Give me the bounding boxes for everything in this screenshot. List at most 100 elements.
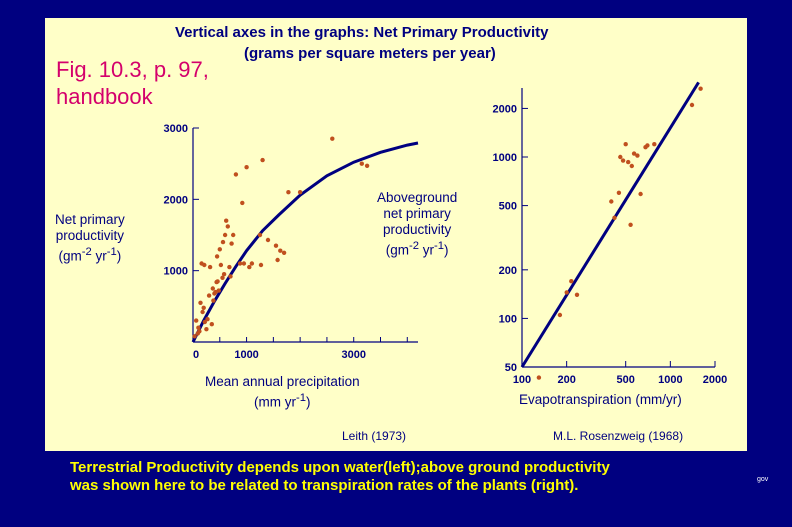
right-x-axis-label: Evapotranspiration (mm/yr)	[519, 392, 682, 407]
left-x-tick-label: 1000	[234, 349, 258, 361]
right-y-tick-label: 1000	[493, 152, 517, 164]
left-data-point	[216, 288, 221, 293]
left-data-point	[210, 286, 215, 291]
right-data-point	[569, 279, 574, 284]
left-y-tick-label: 1000	[164, 266, 188, 278]
left-data-point	[228, 274, 233, 279]
right-y-axis-label-line-3: productivity	[383, 222, 452, 237]
right-data-point	[616, 190, 622, 195]
left-data-point	[241, 261, 247, 266]
left-data-point	[206, 293, 212, 298]
left-data-point	[217, 247, 222, 252]
right-x-tick-label: 200	[557, 374, 575, 386]
right-data-point	[618, 154, 623, 160]
right-data-point	[638, 191, 643, 197]
left-y-tick-label: 2000	[164, 194, 188, 206]
caption: Terrestrial Productivity depends upon wa…	[70, 459, 610, 495]
left-data-point	[240, 200, 245, 206]
right-y-tick-label: 500	[499, 201, 517, 213]
left-data-point	[233, 172, 239, 177]
right-data-point	[620, 158, 626, 163]
left-data-point	[249, 261, 255, 266]
right-y-axis-label-line-2: net primary	[383, 206, 451, 221]
right-fit-line	[520, 81, 700, 368]
left-trend-curve	[191, 141, 419, 343]
left-chart-source: Leith (1973)	[342, 429, 407, 443]
left-data-point	[214, 254, 220, 259]
left-x-tick-label: 3000	[341, 349, 365, 361]
left-data-point	[221, 272, 227, 277]
caption-line-2: was shown here to be related to transpir…	[70, 477, 579, 494]
corner-mark: gov	[757, 476, 769, 483]
left-data-point	[224, 218, 229, 223]
left-data-point	[218, 262, 224, 268]
left-data-point	[225, 224, 230, 229]
left-data-point	[211, 298, 216, 303]
right-data-point	[635, 153, 640, 158]
figure-panel: Vertical axes in the graphs: Net Primary…	[45, 18, 747, 451]
left-data-point	[192, 334, 197, 339]
left-data-point	[229, 241, 234, 246]
left-data-point	[231, 232, 236, 238]
right-data-point	[652, 142, 657, 147]
right-x-tick-label: 1000	[658, 374, 682, 386]
left-data-point	[359, 161, 364, 166]
left-data-point	[257, 232, 263, 238]
right-y-axis-label: Aboveground net primary productivity (gm…	[377, 190, 457, 259]
left-data-point	[227, 264, 232, 270]
right-data-point	[623, 142, 628, 147]
left-data-point	[204, 327, 209, 332]
left-data-point	[205, 317, 210, 322]
left-data-point	[202, 262, 207, 268]
right-x-tick-label: 500	[617, 374, 635, 386]
left-data-point	[201, 305, 206, 310]
right-data-point	[612, 215, 617, 220]
left-data-point	[237, 261, 243, 266]
left-data-point	[209, 322, 214, 327]
left-y-axis-unit: (gm-2 yr-1)	[58, 246, 122, 264]
left-data-point	[258, 262, 264, 268]
left-data-point	[275, 257, 280, 263]
left-data-point	[330, 136, 335, 141]
header-line-2: (grams per square meters per year)	[244, 45, 496, 62]
figure-reference-line-1: Fig. 10.3, p. 97,	[56, 57, 209, 82]
right-data-point	[698, 86, 703, 91]
right-data-point	[557, 312, 563, 318]
right-y-axis-unit: (gm-2 yr-1)	[385, 240, 449, 258]
left-data-point	[220, 239, 226, 245]
right-chart-source: M.L. Rosenzweig (1968)	[553, 429, 684, 443]
right-x-tick-label: 100	[513, 374, 531, 386]
right-y-tick-label: 100	[499, 313, 517, 325]
left-data-point	[281, 250, 287, 255]
right-data-point	[631, 151, 637, 156]
left-y-tick-label: 3000	[164, 123, 188, 135]
left-data-point	[278, 248, 283, 253]
left-data-point	[202, 319, 207, 325]
figure-reference-line-2: handbook	[56, 84, 153, 109]
left-data-point	[364, 163, 370, 168]
right-data-point	[574, 292, 580, 297]
left-data-point	[286, 190, 291, 195]
left-x-tick-label: 0	[193, 349, 199, 361]
right-y-tick-label: 50	[505, 362, 517, 374]
left-data-point	[220, 275, 225, 280]
right-data-point	[626, 159, 631, 165]
left-y-axis-label-line-1: Net primary	[55, 212, 125, 227]
left-data-point	[194, 318, 199, 323]
left-x-axis-label-line-1: Mean annual precipitation	[205, 374, 360, 389]
right-data-point	[609, 199, 614, 204]
left-data-point	[207, 264, 213, 270]
left-x-axis-label: Mean annual precipitation (mm yr-1)	[205, 374, 360, 411]
left-data-point	[198, 300, 203, 305]
left-data-point	[215, 279, 220, 284]
left-x-axis-unit: (mm yr-1)	[254, 392, 311, 410]
left-data-point	[200, 309, 205, 315]
right-data-point	[536, 375, 542, 380]
header-line-1: Vertical axes in the graphs: Net Primary…	[175, 24, 549, 41]
left-data-point	[244, 165, 249, 170]
right-data-point	[645, 143, 650, 148]
caption-line-1: Terrestrial Productivity depends upon wa…	[70, 459, 610, 476]
left-data-point	[222, 232, 228, 238]
right-data-point	[689, 102, 695, 108]
